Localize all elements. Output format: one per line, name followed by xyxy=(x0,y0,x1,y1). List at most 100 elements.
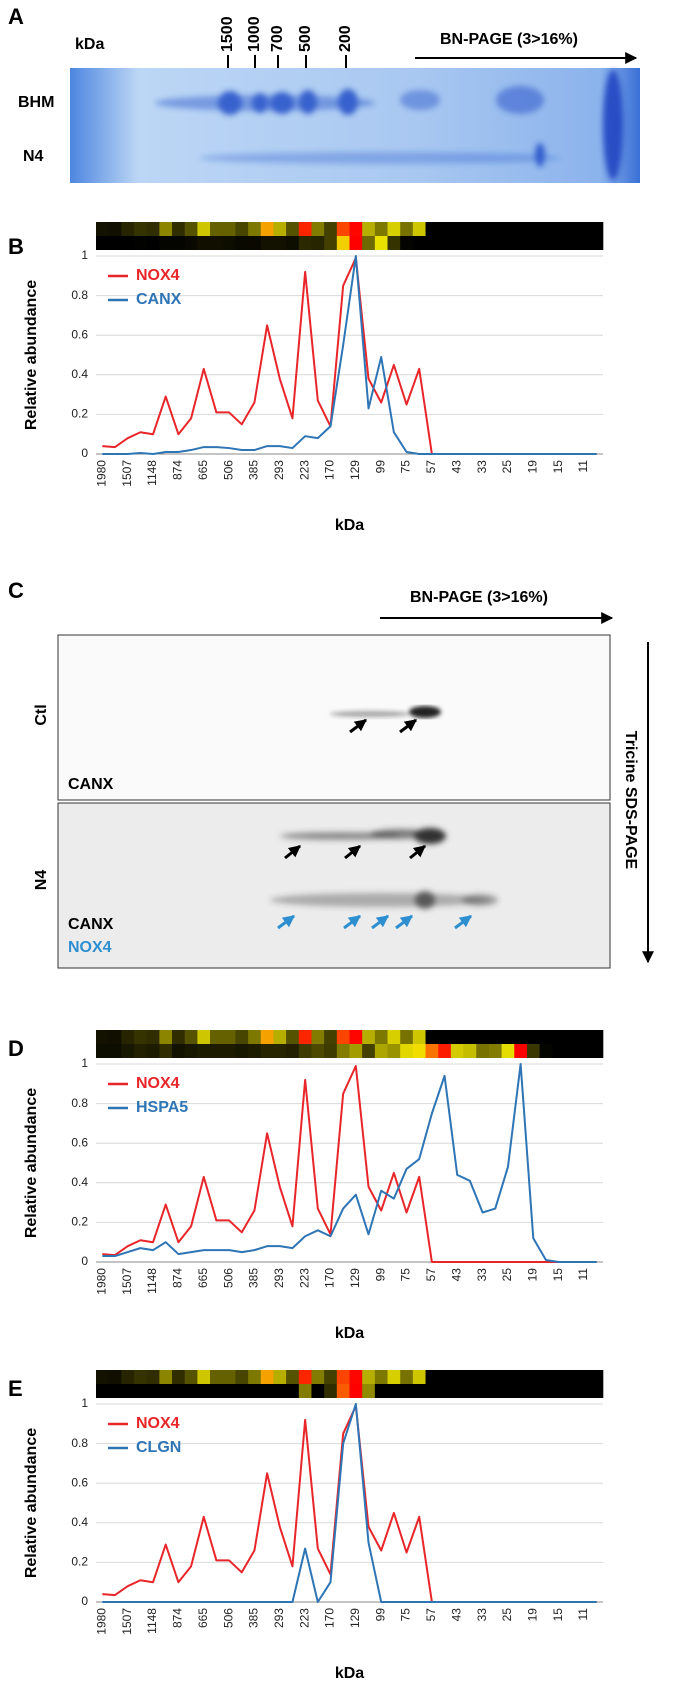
panel-letter: D xyxy=(8,1036,24,1061)
blot-label: NOX4 xyxy=(68,939,112,956)
heatmap-cell xyxy=(425,1370,439,1384)
heatmap-cell xyxy=(210,236,224,250)
y-tick-label: 0.6 xyxy=(71,1135,88,1149)
heatmap-cell xyxy=(286,1384,300,1398)
x-tick-label: 99 xyxy=(373,460,387,474)
heatmap-cell xyxy=(412,1384,426,1398)
heatmap-cell xyxy=(577,1370,591,1384)
x-tick-label: 43 xyxy=(449,1268,463,1282)
heatmap-cell xyxy=(552,1030,566,1044)
heatmap-cell xyxy=(210,222,224,236)
y-tick-label: 0.4 xyxy=(71,367,88,381)
heatmap-cell xyxy=(96,1030,109,1044)
heatmap-cell xyxy=(387,1370,401,1384)
heatmap-cell xyxy=(564,236,578,250)
y-tick-label: 1 xyxy=(81,1056,88,1070)
heatmap-cell xyxy=(197,236,211,250)
heatmap-cell xyxy=(564,222,578,236)
heatmap-cell xyxy=(577,1044,591,1058)
heatmap-cell xyxy=(552,222,566,236)
heatmap-cell xyxy=(349,1384,363,1398)
panel-letter: C xyxy=(8,578,24,603)
lane-label: Ctl xyxy=(33,704,50,725)
x-tick-label: 1148 xyxy=(145,460,159,486)
heatmap-cell xyxy=(450,1384,464,1398)
heatmap-cell xyxy=(159,1030,173,1044)
heatmap-cell xyxy=(134,236,147,250)
heatmap-cell xyxy=(159,1370,173,1384)
x-tick-label: 665 xyxy=(196,1608,210,1628)
heatmap-cell xyxy=(324,1044,338,1058)
blot-label: CANX xyxy=(68,776,114,793)
heatmap-cell xyxy=(488,1384,502,1398)
heatmap-cell xyxy=(552,1370,566,1384)
heatmap-cell xyxy=(412,1030,426,1044)
heatmap-cell xyxy=(273,236,287,250)
lane-label: N4 xyxy=(23,148,44,165)
heatmap-cell xyxy=(248,1370,262,1384)
heatmap-cell xyxy=(463,222,477,236)
heatmap-cell xyxy=(248,1030,262,1044)
heatmap-cell xyxy=(374,222,388,236)
heatmap-cell xyxy=(172,1044,186,1058)
y-tick-label: 1 xyxy=(81,248,88,262)
x-tick-label: 223 xyxy=(297,1608,311,1628)
x-tick-label: 25 xyxy=(500,1608,514,1622)
heatmap-cell xyxy=(374,1384,388,1398)
x-tick-label: 506 xyxy=(221,1268,235,1288)
heatmap-cell xyxy=(222,1044,236,1058)
x-tick-label: 1980 xyxy=(95,1608,109,1635)
heatmap-cell xyxy=(590,1044,604,1058)
heatmap-cell xyxy=(400,1044,414,1058)
heatmap-cell xyxy=(172,1384,186,1398)
series-line xyxy=(102,256,597,455)
panel-letter: B xyxy=(8,234,24,259)
heatmap-cell xyxy=(210,1384,224,1398)
x-tick-label: 385 xyxy=(247,1268,261,1288)
heatmap-cell xyxy=(501,236,515,250)
x-tick-label: 1980 xyxy=(95,460,109,487)
heatmap-cell xyxy=(235,1384,249,1398)
heatmap-cell xyxy=(298,1030,312,1044)
heatmap-cell xyxy=(336,236,350,250)
heatmap-cell xyxy=(425,1384,439,1398)
heatmap-cell xyxy=(514,1030,528,1044)
x-tick-label: 293 xyxy=(272,1608,286,1628)
heatmap-cell xyxy=(476,1030,490,1044)
heatmap-cell xyxy=(298,1044,312,1058)
heatmap-cell xyxy=(425,1030,439,1044)
heatmap-cell xyxy=(324,222,338,236)
legend-label: CANX xyxy=(136,291,182,308)
heatmap-cell xyxy=(463,1384,477,1398)
series-line xyxy=(102,255,597,455)
heatmap-cell xyxy=(311,1030,325,1044)
heatmap-cell xyxy=(336,1030,350,1044)
heatmap-cell xyxy=(349,1030,363,1044)
x-tick-label: 33 xyxy=(475,1608,489,1622)
heatmap-cell xyxy=(488,222,502,236)
marker-label: 200 xyxy=(337,25,354,52)
heatmap-cell xyxy=(438,222,452,236)
heatmap-cell xyxy=(172,222,186,236)
x-tick-label: 19 xyxy=(525,1268,539,1282)
heatmap-cell xyxy=(311,1384,325,1398)
heatmap-cell xyxy=(286,1030,300,1044)
heatmap-cell xyxy=(577,1384,591,1398)
heatmap-cell xyxy=(362,222,376,236)
heatmap-cell xyxy=(564,1370,578,1384)
heatmap-cell xyxy=(476,236,490,250)
heatmap-cell xyxy=(197,1384,211,1398)
heatmap-cell xyxy=(450,236,464,250)
unit-label: kDa xyxy=(75,36,104,53)
heatmap-cell xyxy=(298,222,312,236)
heatmap-cell xyxy=(222,236,236,250)
heatmap-cell xyxy=(108,1384,122,1398)
heatmap-cell xyxy=(248,1044,262,1058)
heatmap-cell xyxy=(539,222,553,236)
heatmap-cell xyxy=(450,1044,464,1058)
heatmap-cell xyxy=(476,1044,490,1058)
y-tick-label: 0.4 xyxy=(71,1175,88,1189)
heatmap-cell xyxy=(577,1030,591,1044)
marker-label: 500 xyxy=(297,25,314,52)
marker-label: 700 xyxy=(269,25,286,52)
